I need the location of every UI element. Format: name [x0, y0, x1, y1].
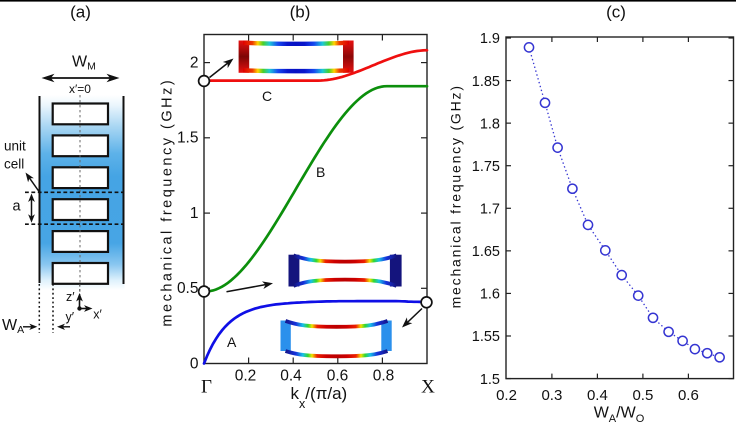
svg-text:1.6: 1.6	[480, 287, 500, 303]
svg-text:x′=0: x′=0	[69, 82, 91, 96]
svg-text:x′: x′	[93, 308, 102, 322]
svg-text:mechanical frequency (GHz): mechanical frequency (GHz)	[448, 84, 464, 308]
svg-text:A: A	[227, 334, 237, 350]
svg-text:1.75: 1.75	[472, 159, 500, 175]
svg-text:a: a	[13, 199, 22, 215]
svg-text:X: X	[421, 377, 435, 398]
svg-text:0.2: 0.2	[235, 368, 257, 385]
svg-text:(c): (c)	[606, 3, 626, 22]
svg-text:y′: y′	[66, 310, 75, 324]
svg-text:0.5: 0.5	[177, 280, 199, 297]
svg-text:WA/WO: WA/WO	[594, 404, 645, 425]
svg-text:1.55: 1.55	[472, 329, 500, 345]
svg-text:unit: unit	[4, 139, 26, 154]
svg-text:2: 2	[190, 54, 199, 71]
svg-text:0.3: 0.3	[541, 387, 562, 404]
svg-text:0: 0	[190, 355, 199, 372]
svg-text:1.65: 1.65	[472, 244, 500, 260]
svg-text:1.85: 1.85	[472, 74, 500, 90]
svg-text:0.5: 0.5	[632, 387, 653, 404]
svg-text:1.8: 1.8	[480, 116, 500, 132]
svg-text:z′: z′	[66, 290, 75, 304]
svg-text:(a): (a)	[70, 3, 91, 22]
svg-text:mechanical frequency (GHz): mechanical frequency (GHz)	[159, 78, 175, 327]
svg-text:0.2: 0.2	[496, 387, 517, 404]
svg-text:B: B	[316, 164, 325, 180]
svg-text:(b): (b)	[290, 3, 311, 22]
svg-text:0.8: 0.8	[373, 368, 395, 385]
svg-text:1: 1	[190, 205, 199, 222]
svg-text:C: C	[262, 88, 272, 104]
svg-text:Γ: Γ	[201, 377, 212, 398]
svg-text:0.6: 0.6	[327, 368, 349, 385]
svg-text:cell: cell	[4, 157, 24, 172]
svg-text:1.7: 1.7	[480, 202, 500, 218]
svg-text:0.4: 0.4	[280, 368, 302, 385]
svg-text:1.5: 1.5	[480, 372, 500, 388]
svg-text:0.4: 0.4	[587, 387, 608, 404]
svg-text:0.6: 0.6	[678, 387, 699, 404]
svg-text:1.9: 1.9	[480, 31, 500, 47]
svg-text:1.5: 1.5	[177, 130, 199, 147]
